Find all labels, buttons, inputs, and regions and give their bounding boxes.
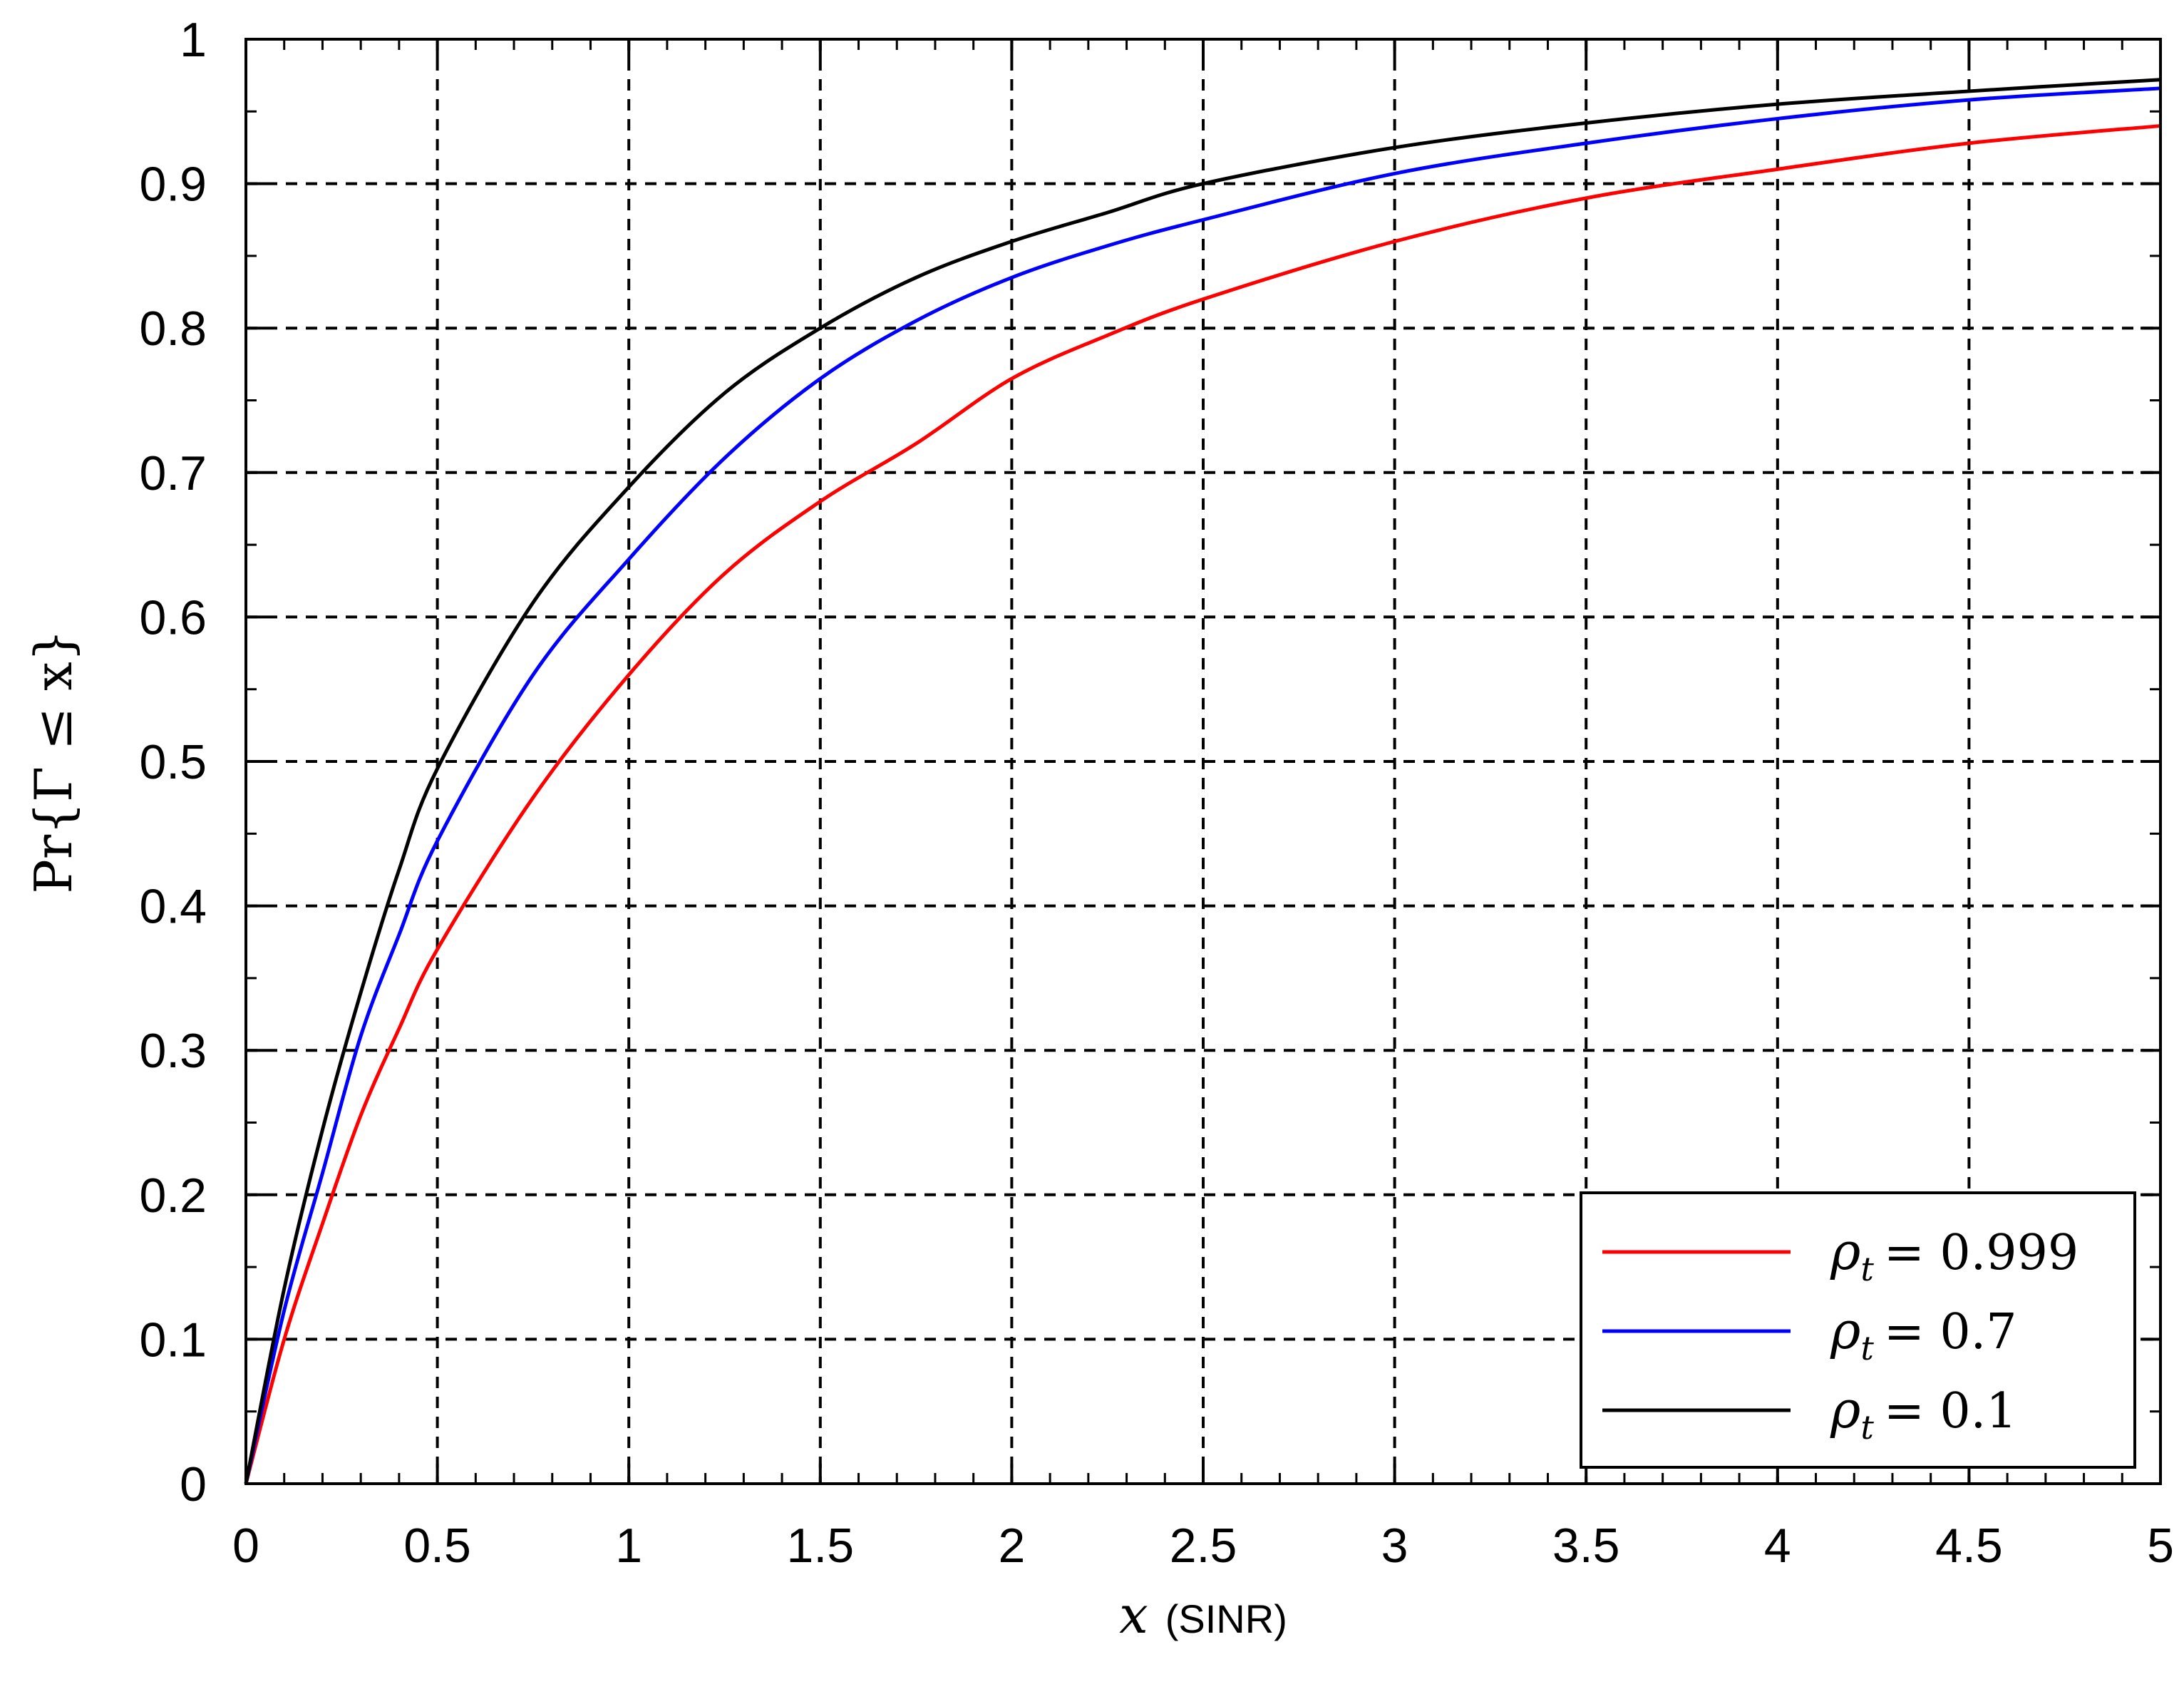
y-tick-labels: 0 0.1 0.2 0.3 0.4 0.5 0.6 0.7 0.8 0.9 1 <box>139 13 207 1511</box>
x-tick-label: 3 <box>1381 1519 1408 1573</box>
x-tick-label: 0 <box>232 1519 259 1573</box>
x-tick-label: 5 <box>2147 1519 2174 1573</box>
y-tick-label: 0.4 <box>139 880 207 934</box>
y-axis-title: Pr{Γ ≤ x} <box>24 629 83 893</box>
x-tick-label: 3.5 <box>1552 1519 1620 1573</box>
y-tick-label: 1 <box>180 13 207 67</box>
x-tick-label: 1.5 <box>787 1519 855 1573</box>
x-axis-title: x (SINR) <box>1119 1585 1287 1645</box>
x-tick-label: 4 <box>1764 1519 1791 1573</box>
x-tick-label: 1 <box>615 1519 642 1573</box>
x-tick-label: 2 <box>998 1519 1025 1573</box>
x-axis-unit: (SINR) <box>1165 1596 1287 1641</box>
y-tick-label: 0.3 <box>139 1024 207 1078</box>
series-line-1 <box>244 124 2161 1484</box>
plot-frame <box>244 38 2162 1485</box>
y-tick-label: 0.8 <box>139 302 207 356</box>
series-line-2 <box>244 86 2161 1484</box>
series-lines <box>244 78 2161 1484</box>
legend: ρt = 0.999 ρt = 0.7 ρt = 0.1 <box>1580 1191 2136 1469</box>
legend-entries: ρt = 0.999 ρt = 0.7 ρt = 0.1 <box>1602 1221 2079 1447</box>
x-axis-variable: x <box>1119 1585 1148 1645</box>
x-tick-label: 4.5 <box>1935 1519 2003 1573</box>
y-tick-label: 0.2 <box>139 1169 207 1223</box>
legend-label-2: ρt = 0.7 <box>1830 1300 2017 1367</box>
legend-label-1: ρt = 0.999 <box>1830 1221 2079 1288</box>
series-line-3 <box>244 78 2161 1484</box>
x-tick-label: 2.5 <box>1170 1519 1237 1573</box>
y-tick-label: 0 <box>180 1457 207 1511</box>
y-tick-label: 0.5 <box>139 735 207 789</box>
x-tick-labels: 0 0.5 1 1.5 2 2.5 3 3.5 4 4.5 5 <box>232 1519 2174 1573</box>
y-tick-label: 0.1 <box>139 1313 207 1367</box>
legend-label-3: ρt = 0.1 <box>1830 1380 2017 1447</box>
x-tick-label: 0.5 <box>403 1519 471 1573</box>
y-tick-label: 0.6 <box>139 590 207 645</box>
y-tick-label: 0.9 <box>139 158 207 212</box>
y-tick-label: 0.7 <box>139 446 207 501</box>
